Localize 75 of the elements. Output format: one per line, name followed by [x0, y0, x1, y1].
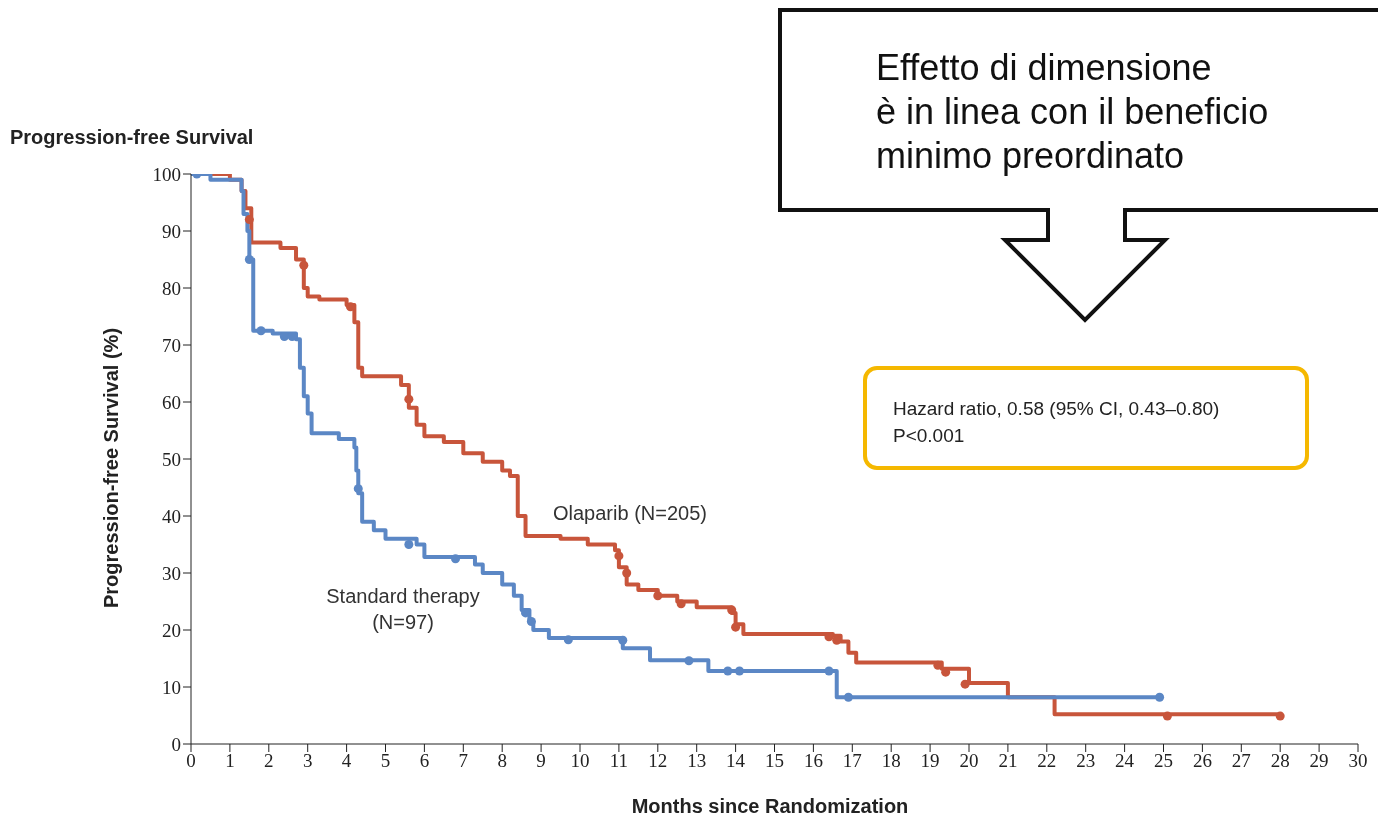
x-tick-label: 4 [341, 750, 352, 772]
x-tick-label: 9 [536, 750, 546, 772]
x-tick-label: 6 [419, 750, 430, 772]
x-tick-label: 23 [1076, 750, 1096, 772]
y-tick-label: 40 [162, 505, 181, 527]
point [824, 666, 834, 676]
point [563, 635, 573, 645]
x-tick-label: 12 [648, 750, 668, 772]
series-label: Olaparib (N=205) [553, 502, 707, 524]
point [1155, 692, 1165, 702]
y-tick-label: 90 [162, 220, 181, 242]
point [299, 260, 309, 270]
x-tick-label: 29 [1309, 750, 1329, 772]
y-axis-title: Progression-free Survival (%) [100, 327, 122, 609]
series-label: Standard therapy (N=97) [326, 585, 480, 633]
x-tick-label: 13 [687, 750, 707, 772]
x-tick-label: 28 [1270, 750, 1290, 772]
x-tick-label: 5 [380, 750, 391, 772]
x-tick-label: 11 [609, 750, 629, 772]
x-tick-label: 17 [842, 750, 862, 772]
x-tick-label: 16 [803, 750, 823, 772]
x-tick-label: 30 [1348, 750, 1368, 772]
y-tick-label: 10 [162, 676, 181, 698]
x-tick-label: 7 [458, 750, 469, 772]
annotation: Hazard ratio, 0.58 (95% CI, 0.43–0.80) P<0.001 [893, 398, 1220, 446]
point [404, 539, 414, 550]
x-tick-label: 15 [765, 750, 784, 772]
x-tick-label: 20 [959, 750, 979, 772]
point [731, 622, 741, 632]
point [734, 666, 744, 676]
y-tick-label: 50 [162, 448, 181, 470]
point [256, 326, 266, 336]
point [1162, 711, 1172, 721]
point [1275, 711, 1285, 721]
y-tick-label: 60 [162, 391, 181, 413]
point [614, 551, 624, 561]
point [843, 692, 853, 702]
x-tick-label: 18 [881, 750, 901, 772]
x-tick-label: 25 [1154, 750, 1173, 772]
y-tick-label: 0 [171, 733, 181, 755]
point [653, 591, 663, 601]
y-tick-label: 20 [162, 619, 181, 641]
x-tick-label: 14 [726, 750, 746, 772]
y-tick-label: 70 [162, 334, 181, 356]
x-tick-label: 2 [264, 750, 274, 772]
y-tick-label: 30 [162, 562, 181, 584]
x-tick-label: 22 [1037, 750, 1057, 772]
y-tick-label: 80 [162, 277, 181, 299]
x-tick-label: 26 [1192, 750, 1212, 772]
x-tick-label: 24 [1115, 750, 1135, 772]
point [353, 484, 363, 494]
point [244, 254, 254, 265]
x-tick-label: 3 [302, 750, 313, 772]
point [684, 656, 694, 666]
point [451, 554, 461, 564]
point [404, 394, 414, 404]
point [676, 599, 686, 609]
point [622, 568, 632, 578]
point [244, 215, 254, 225]
point [618, 635, 628, 645]
x-tick-label: 0 [186, 750, 196, 772]
annotation: Effetto di dimensione è in linea con il beneficio minimo preordinato [876, 47, 1269, 176]
chart-title: Progression-free Survival [10, 126, 254, 148]
x-tick-label: 27 [1231, 750, 1251, 772]
point [526, 616, 536, 626]
y-tick-label: 100 [152, 163, 181, 185]
x-tick-label: 19 [920, 750, 940, 772]
x-axis-title: Months since Randomization [631, 795, 909, 817]
point [727, 605, 737, 615]
x-tick-label: 1 [225, 750, 235, 772]
x-tick-label: 10 [570, 750, 590, 772]
x-tick-label: 21 [998, 750, 1018, 772]
point [723, 666, 733, 676]
x-tick-label: 8 [497, 750, 507, 772]
point [960, 679, 970, 689]
